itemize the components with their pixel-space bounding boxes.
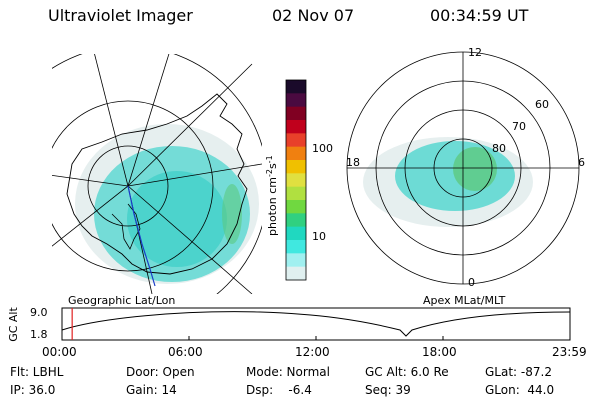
- mlat-label-70: 70: [512, 120, 526, 133]
- colorbar-swatch: [286, 120, 306, 134]
- apex-polar-plot: [346, 51, 580, 285]
- colorbar-swatch: [286, 253, 306, 268]
- colorbar-frame: [285, 79, 307, 281]
- gc-alt-info: GC Alt: 6.0 Re: [365, 365, 449, 379]
- colorbar-swatch: [286, 133, 306, 148]
- mlt-label-18: 18: [346, 156, 360, 169]
- glon-info: GLon: 44.0: [485, 383, 555, 397]
- apex-grid: [346, 51, 580, 285]
- observation-time: 00:34:59 UT: [430, 6, 529, 25]
- gain-info: Gain: 14: [126, 383, 177, 397]
- apex-panel-caption: Apex MLat/MLT: [423, 294, 506, 307]
- geo-lat-circle: [52, 100, 214, 272]
- coastline-peninsula: [111, 203, 141, 250]
- mlt-label-0: 0: [468, 276, 475, 289]
- colorbar-tick-100: 100: [312, 142, 333, 155]
- filter-info: Flt: LBHL: [10, 365, 64, 379]
- timeline-ytick-low: 1.8: [30, 328, 48, 341]
- seq-info: Seq: 39: [365, 383, 411, 397]
- satellite-track: [127, 185, 156, 287]
- geographic-map: [52, 54, 262, 294]
- observation-date: 02 Nov 07: [272, 6, 355, 25]
- mlat-label-60: 60: [535, 98, 549, 111]
- altitude-curve: [61, 311, 571, 337]
- geo-aurora-core: [127, 171, 227, 267]
- dsp-info: Dsp: -6.4: [246, 383, 312, 397]
- geo-lat-circle: [87, 145, 169, 227]
- mlat-label-80: 80: [492, 142, 506, 155]
- colorbar-swatch: [286, 226, 306, 241]
- timeline-frame: [61, 307, 571, 341]
- timeline-ylabel: GC Alt: [6, 307, 20, 342]
- colorbar-swatch: [286, 240, 306, 254]
- apex-aurora-core: [453, 147, 497, 191]
- timeline-xtick-2359: 23:59: [552, 345, 587, 359]
- colorbar-swatch: [286, 106, 306, 121]
- timeline-xtick-0600: 06:00: [168, 345, 203, 359]
- mlt-label-12: 12: [468, 46, 482, 59]
- colorbar-swatch: [286, 173, 306, 188]
- timeline-ytick-high: 9.0: [30, 306, 48, 319]
- orbit-altitude-timeline: [61, 307, 571, 341]
- ip-info: IP: 36.0: [10, 383, 56, 397]
- mode-info: Mode: Normal: [246, 365, 330, 379]
- colorbar-swatch: [286, 213, 306, 228]
- colorbar-swatch: [286, 160, 306, 174]
- colorbar-swatch: [286, 266, 306, 281]
- timeline-ticks: [61, 336, 571, 340]
- mlt-label-6: 6: [578, 156, 585, 169]
- colorbar-swatch: [286, 200, 306, 214]
- instrument-title: Ultraviolet Imager: [48, 6, 193, 25]
- colorbar-swatch: [286, 186, 306, 201]
- glat-info: GLat: -87.2: [485, 365, 552, 379]
- geo-panel-caption: Geographic Lat/Lon: [68, 294, 176, 307]
- colorbar-unit-label: photon cm-2s-1: [265, 155, 279, 236]
- timeline-xtick-1800: 18:00: [422, 345, 457, 359]
- coastline: [66, 93, 248, 275]
- colorbar-swatch: [286, 93, 306, 108]
- timeline-xtick-1200: 12:00: [295, 345, 330, 359]
- colorbar-swatch: [286, 80, 306, 94]
- colorbar: photon cm-2s-1: [265, 79, 307, 281]
- colorbar-tick-10: 10: [312, 230, 326, 243]
- door-info: Door: Open: [126, 365, 195, 379]
- timeline-xtick-0000: 00:00: [42, 345, 77, 359]
- colorbar-swatch: [286, 146, 306, 161]
- geo-aurora-edge: [222, 184, 242, 244]
